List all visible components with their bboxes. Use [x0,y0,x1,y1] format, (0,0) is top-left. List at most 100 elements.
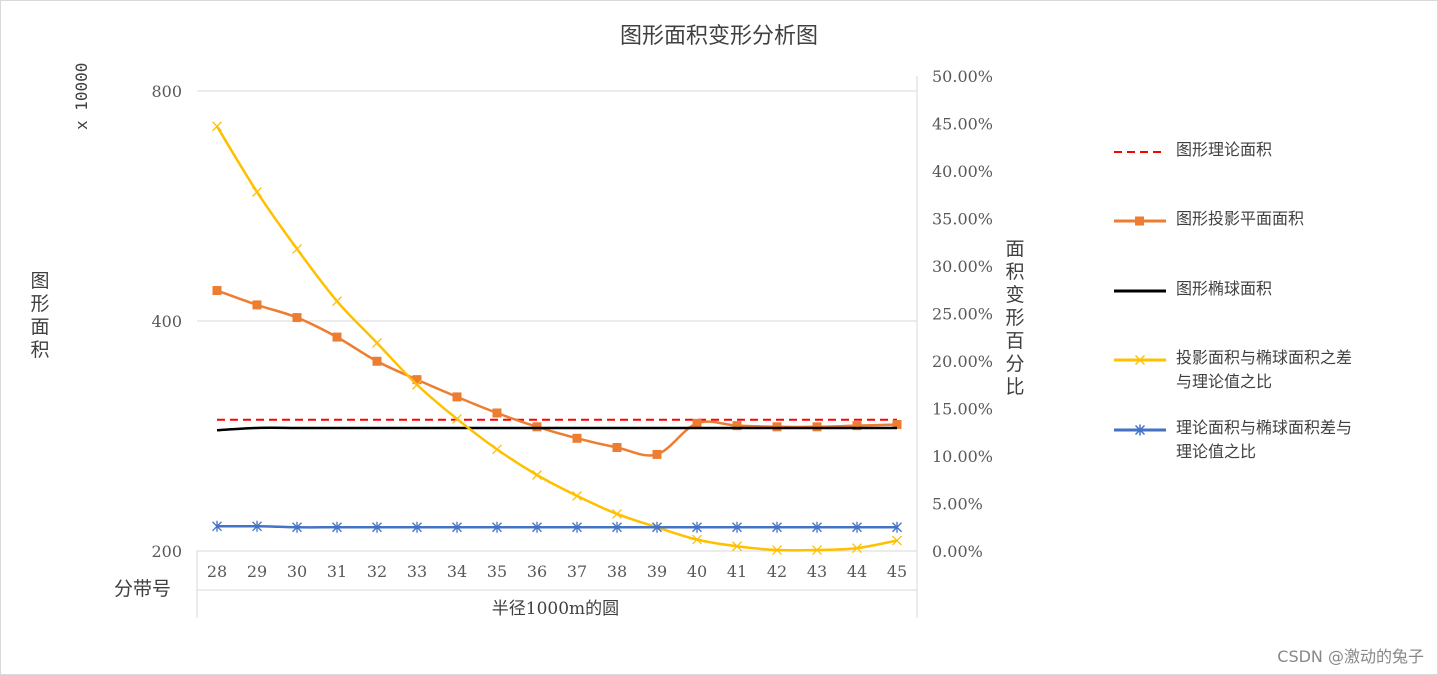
right-axis-tick-label: 25.00% [932,305,993,324]
x-tick-label: 43 [807,562,827,581]
data-point [292,243,302,254]
right-axis-label: 面积变形百分比 [1005,238,1025,399]
legend-text: 理论面积与椭球面积差与 理论值之比 [1176,418,1353,461]
left-axis-label-char: 形 [30,293,50,315]
x-tick-label: 39 [647,562,667,581]
data-point [612,521,622,533]
data-point [252,520,262,532]
series-line [216,289,898,457]
data-point [892,420,902,429]
data-point [612,508,622,519]
data-point [252,186,262,197]
data-point [852,521,862,533]
data-point [212,121,222,132]
data-point [652,449,662,459]
x-tick-label: 30 [287,562,307,581]
legend-swatch-dashed-red [1114,151,1166,153]
data-point [692,534,702,545]
x-tick-label: 31 [327,562,347,581]
right-axis-tick-label: 35.00% [932,210,993,229]
data-point [332,332,342,342]
data-point [412,379,422,390]
right-axis-ticks: 50.00% 45.00% 40.00% 35.00% 30.00% 25.00% 20.0… [932,67,993,561]
data-point [772,521,782,533]
data-point [452,413,462,424]
x-tick-label: 35 [487,562,507,581]
legend-swatch-black-line [1114,289,1166,293]
x-tick-label: 36 [527,562,547,581]
series-line [215,125,898,552]
data-point [332,521,342,533]
gridlines [197,90,917,322]
legend-text: 图形椭球面积 [1176,279,1273,298]
legend-text: 图形投影平面面积 [1176,209,1305,228]
axes [196,76,918,618]
x-category-label: 分带号 [114,578,172,600]
right-axis-tick-label: 50.00% [932,67,993,86]
data-point [212,286,222,296]
x-tick-label: 33 [407,562,427,581]
legend-swatch-blue-star [1114,424,1166,436]
data-point [812,521,822,533]
series-1 [212,286,902,459]
x-tick-label: 44 [847,562,867,581]
watermark: CSDN @激动的兔子 [1277,647,1424,666]
data-point [412,521,422,533]
legend-text: 图形理论面积 [1176,140,1273,159]
data-point [292,521,302,533]
data-point [292,313,302,323]
data-point [412,375,422,385]
x-tick-label: 29 [247,562,267,581]
left-axis-label-char: 图 [30,270,50,292]
right-axis-label-char: 形 [1005,307,1025,329]
data-point [892,521,902,533]
data-point [692,521,702,533]
data-point [732,421,742,431]
right-axis-tick-label: 40.00% [932,162,993,181]
data-point [612,443,622,452]
x-tick-label: 38 [607,562,627,581]
data-point [732,521,742,533]
x-tick-label: 34 [447,562,467,581]
x-axis-ticks: 28 29 30 31 32 33 34 35 36 37 38 39 40 41 42 43 44 45 [207,562,907,581]
data-point [772,545,782,556]
series-4 [212,520,902,533]
data-point [852,543,862,554]
data-point [572,433,582,443]
left-axis-scale-label: x 10000 [72,62,91,130]
data-point [892,535,902,546]
data-point [332,296,342,307]
series-line [216,426,897,432]
left-axis-ticks: 800 400 200 [151,82,182,561]
right-axis-label-char: 面 [1005,238,1025,260]
data-point [372,337,382,348]
data-point [852,421,862,431]
legend-text: 投影面积与椭球面积之差 与理论值之比 [1176,348,1353,391]
data-point [492,408,502,418]
right-axis-label-char: 比 [1005,376,1025,398]
data-point [372,521,382,533]
data-point [372,356,382,366]
data-point [812,545,822,556]
x-tick-label: 42 [767,562,787,581]
chart-title: 图形面积变形分析图 [619,24,818,49]
x-tick-label: 32 [367,562,387,581]
data-point [212,520,222,532]
right-axis-tick-label: 0.00% [932,542,983,561]
right-axis-tick-label: 10.00% [932,447,993,466]
data-point [252,300,262,310]
right-axis-tick-label: 15.00% [932,400,993,419]
series-2 [216,426,897,432]
right-axis-label-char: 分 [1005,353,1025,375]
left-axis-label-char: 积 [30,339,50,361]
data-point [692,418,702,428]
x-tick-label: 41 [727,562,747,581]
legend-swatch-orange-square [1114,216,1166,226]
data-point [572,490,582,501]
left-axis-tick-label: 400 [151,312,182,331]
series-line [216,524,897,529]
series-3 [212,121,902,556]
data-point [572,521,582,533]
